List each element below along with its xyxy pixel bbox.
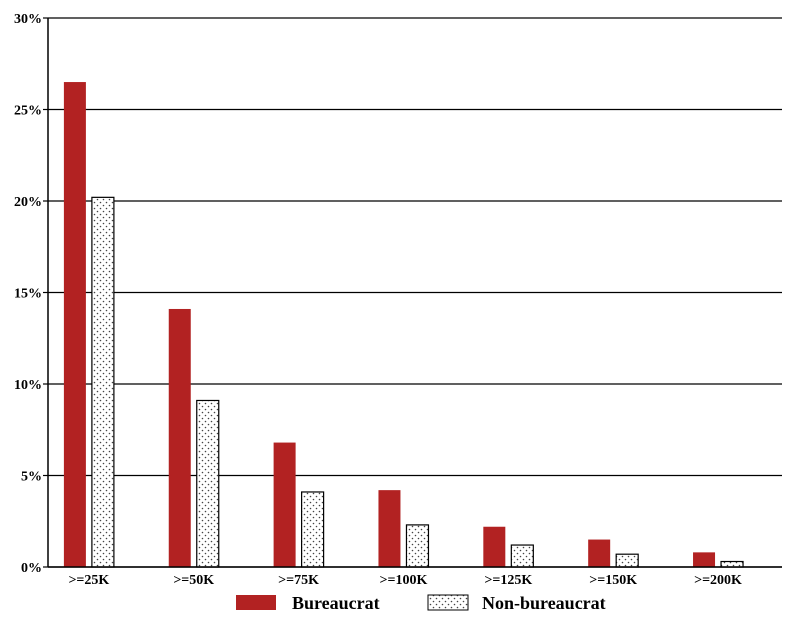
bar-bureaucrat [588, 539, 611, 567]
y-tick-label: 15% [14, 287, 42, 302]
legend-swatch-bureaucrat [236, 595, 276, 610]
legend-label-bureaucrat: Bureaucrat [292, 593, 380, 613]
bars [63, 82, 744, 568]
x-tick-label: >=75K [278, 573, 319, 588]
bar-non-bureaucrat [720, 560, 744, 568]
grid-lines [48, 17, 782, 568]
legend-label-non-bureaucrat: Non-bureaucrat [482, 593, 606, 613]
y-tick-label: 20% [14, 195, 42, 210]
x-tick-label: >=125K [484, 573, 532, 588]
legend: Bureaucrat Non-bureaucrat [236, 593, 606, 613]
bar-non-bureaucrat [615, 553, 639, 568]
bar-bureaucrat [693, 552, 716, 567]
x-tick-label: >=150K [589, 573, 637, 588]
x-tick-label: >=25K [68, 573, 109, 588]
bar-bureaucrat [273, 442, 296, 567]
legend-swatch-non-bureaucrat [427, 594, 469, 611]
axes [43, 17, 782, 568]
y-tick-label: 0% [21, 561, 42, 576]
y-tick-label: 10% [14, 378, 42, 393]
y-tick-label: 5% [21, 470, 42, 485]
y-tick-label: 25% [14, 104, 42, 119]
x-tick-label: >=100K [380, 573, 428, 588]
y-tick-label: 30% [14, 12, 42, 27]
bar-non-bureaucrat [196, 399, 220, 568]
bar-non-bureaucrat [91, 196, 115, 568]
bar-non-bureaucrat [405, 524, 430, 568]
x-tick-label: >=200K [694, 573, 742, 588]
bar-non-bureaucrat [301, 491, 325, 568]
x-tick-label: >=50K [173, 573, 214, 588]
bar-bureaucrat [483, 526, 506, 567]
bar-bureaucrat [378, 490, 401, 567]
bar-non-bureaucrat [510, 544, 534, 568]
bar-bureaucrat [168, 308, 191, 567]
tick-labels: 0% 5% 10% 15% 20% 25% 30% >=25K >=50K >=75K >=100K… [14, 12, 742, 588]
bar-bureaucrat [63, 82, 86, 568]
